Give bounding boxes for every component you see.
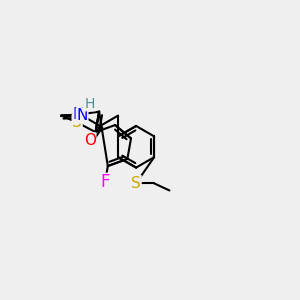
Text: S: S — [131, 176, 141, 191]
Text: F: F — [100, 173, 110, 191]
Text: H: H — [85, 97, 95, 111]
Text: S: S — [72, 115, 82, 130]
Text: O: O — [84, 133, 96, 148]
Text: N: N — [76, 108, 88, 123]
Text: N: N — [73, 107, 84, 122]
